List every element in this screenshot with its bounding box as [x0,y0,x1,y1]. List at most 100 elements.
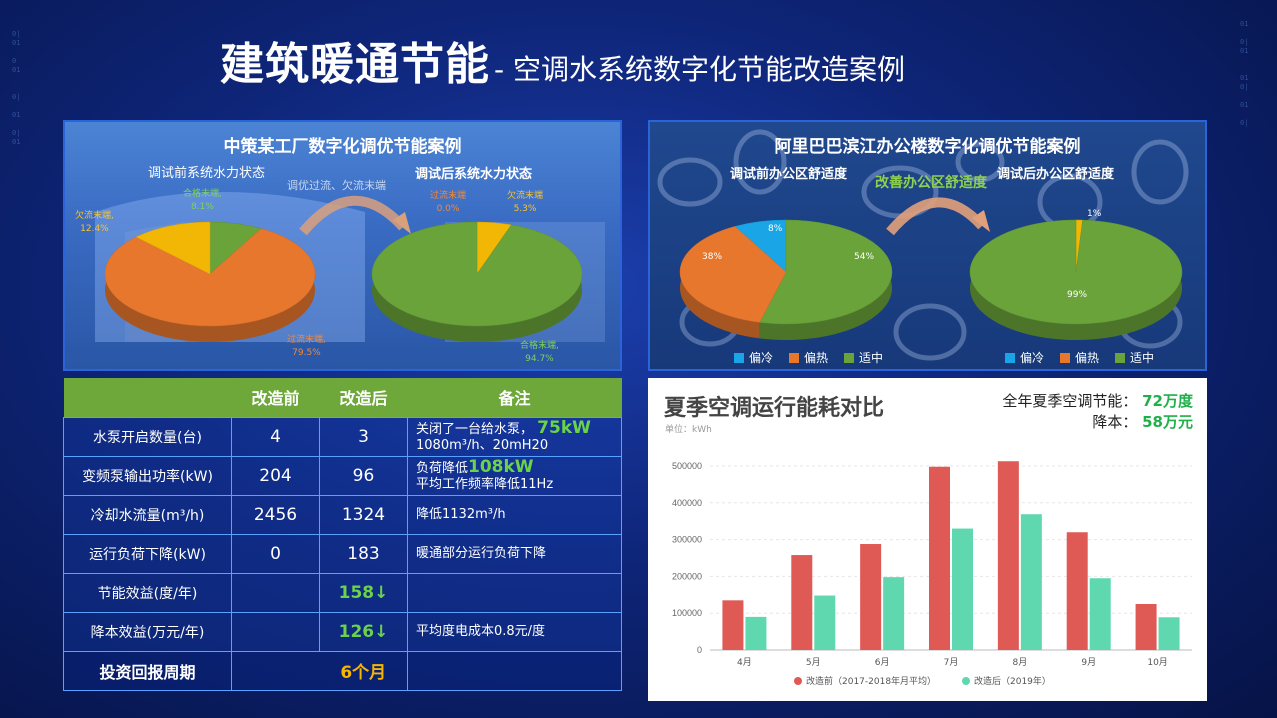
row-after: 1324 [319,494,408,535]
y-tick-label: 300000 [672,535,702,545]
row-after: 96 [319,455,408,496]
row-before: 4 [231,416,320,457]
table-row: 变频泵输出功率(kW) 204 96 负荷降低108kW 平均工作频率降低11Hz [63,455,622,496]
row-item: 冷却水流量(m³/h) [63,494,232,535]
legend-swatch-hot [1060,353,1071,363]
x-tick-label: 8月 [1012,657,1027,668]
bar-after [745,616,767,650]
bar-before [1066,532,1088,650]
row-item: 节能效益(度/年) [63,572,232,613]
legend-item-mid: 适中 [844,349,883,366]
pie-slice [969,219,1183,325]
legend-item-cold: 偏冷 [1005,349,1044,366]
pie-slice [135,221,211,275]
alibaba-curved-arrow [886,197,990,236]
factory-before-label: 调试前系统水力状态 [148,166,266,181]
page-title: 建筑暖通节能 - 空调水系统数字化节能改造案例 [220,28,905,92]
bar-after [952,528,973,650]
row-item: 运行负荷下降(kW) [63,533,232,574]
row-note: 降低1132m³/h [407,494,622,535]
y-tick-label: 0 [697,645,702,655]
cost-saving-value: 58万元 [1142,413,1193,431]
bar-before [722,600,744,650]
binary-background-right: 01 0| 01 01 0| 01 0| [1240,20,1249,127]
legend-swatch-hot [789,353,800,363]
retrofit-comparison-table: 改造前 改造后 备注 水泵开启数量(台) 4 3 关闭了一台给水泵， 75kW 1… [63,378,622,691]
legend-item-mid: 适中 [1115,349,1154,366]
energy-benefit-value: 158↓ [319,572,408,613]
alibaba-before-mid-label: 54% [854,252,875,262]
factory-pie-before [104,221,316,342]
factory-after-over-label: 过流末端 0.0% [430,191,467,214]
factory-case-title: 中策某工厂数字化调优节能案例 [223,137,462,157]
table-row: 水泵开启数量(台) 4 3 关闭了一台给水泵， 75kW 1080m³/h、20m… [63,416,622,457]
bar-after [1020,514,1042,650]
legend-dot [962,677,970,685]
row-item: 降本效益(万元/年) [63,611,232,652]
factory-after-qualified-label: 合格末端, 94.7% [520,341,559,364]
alibaba-pie-before [679,219,893,340]
table-header-item [63,378,232,417]
table-header-before: 改造前 [231,378,320,417]
row-before: 2456 [231,494,320,535]
alibaba-after-hot-label: 1% [1087,209,1102,219]
bar-after [814,595,836,650]
table-row: 节能效益(度/年) 158↓ [63,572,622,613]
bar-before [860,544,882,650]
factory-curved-arrow [299,195,411,236]
factory-before-over-label: 过流末端, 79.5% [287,335,326,358]
chart-unit: 单位：kWh [665,425,712,435]
alibaba-pie-after [969,219,1183,340]
bar-after [883,577,905,650]
page-title-main: 建筑暖通节能 [220,39,490,90]
legend-swatch-mid [844,353,855,363]
legend-label: 改造后（2019年） [974,675,1051,687]
row-item: 水泵开启数量(台) [63,416,232,457]
alibaba-after-legend: 偏冷 偏热 适中 [1005,349,1154,366]
factory-after-under-label: 欠流末端 5.3% [507,191,544,214]
legend-dot [794,677,802,685]
x-tick-label: 10月 [1147,657,1167,668]
row-note: 平均度电成本0.8元/度 [407,611,622,652]
alibaba-case-title: 阿里巴巴滨江办公楼数字化调优节能案例 [774,137,1081,157]
table-row: 投资回报周期 6个月 [63,650,622,691]
row-after: 3 [319,416,408,457]
legend-item-cold: 偏冷 [734,349,773,366]
alibaba-before-cold-label: 8% [768,224,783,234]
table-row: 运行负荷下降(kW) 0 183 暖通部分运行负荷下降 [63,533,622,574]
x-tick-label: 7月 [944,657,959,668]
row-before: 0 [231,533,320,574]
factory-before-qualified-label: 合格末端, 8.1% [183,189,222,212]
row-after: 183 [319,533,408,574]
table-header-row: 改造前 改造后 备注 [63,378,622,417]
legend-item-hot: 偏热 [789,349,828,366]
factory-arrow-label: 调优过流、欠流末端 [287,179,386,192]
energy-bar-chart: 0 100000 200000 300000 400000 500000 4月 5月 6月 7月 8… [672,461,1192,687]
legend-item-hot: 偏热 [1060,349,1099,366]
x-tick-label: 6月 [875,657,890,668]
table-row: 降本效益(万元/年) 126↓ 平均度电成本0.8元/度 [63,611,622,652]
y-tick-label: 100000 [672,608,702,618]
bar-before [997,461,1019,650]
alibaba-case-panel: 阿里巴巴滨江办公楼数字化调优节能案例 调试前办公区舒适度 调试后办公区舒适度 改… [648,120,1207,371]
alibaba-after-label: 调试后办公区舒适度 [997,167,1115,182]
factory-case-panel: 中策某工厂数字化调优节能案例 调试前系统水力状态 调试后系统水力状态 调优过流、… [63,120,622,371]
bar-before [1135,604,1157,650]
alibaba-before-legend: 偏冷 偏热 适中 [734,349,883,366]
pie-slice [371,221,583,327]
legend-swatch-cold [734,353,744,363]
chart-title: 夏季空调运行能耗对比 [664,396,885,421]
factory-after-label: 调试后系统水力状态 [415,167,533,182]
energy-saving-value: 72万度 [1142,392,1193,410]
bar-before [929,466,950,650]
cost-benefit-value: 126↓ [319,611,408,652]
table-header-after: 改造后 [319,378,408,417]
pie-slice [104,228,316,327]
pie-slice [759,219,893,325]
alibaba-arrow-label: 改善办公区舒适度 [875,175,987,191]
alibaba-after-mid-label: 99% [1067,290,1088,300]
payback-value: 6个月 [319,650,408,691]
row-item: 变频泵输出功率(kW) [63,455,232,496]
y-tick-label: 200000 [672,571,702,581]
legend-swatch-mid [1115,353,1126,363]
